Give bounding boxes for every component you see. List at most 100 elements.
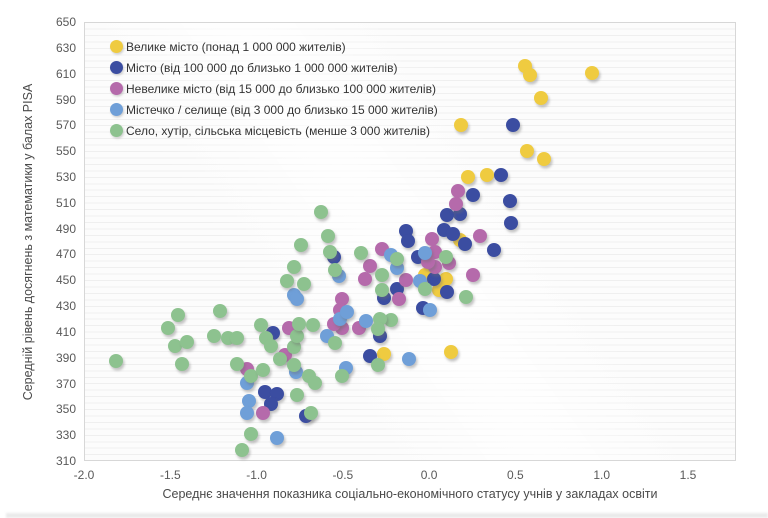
data-point-city	[493, 168, 508, 183]
data-point-village	[235, 443, 249, 458]
data-point-village	[171, 307, 186, 322]
data-point-city	[400, 234, 415, 249]
y-tick-label: 510	[55, 195, 76, 210]
data-point-town	[240, 405, 255, 420]
data-point-village	[286, 340, 301, 355]
data-point-village	[273, 351, 287, 366]
data-point-city	[426, 271, 441, 286]
data-point-village	[307, 376, 322, 391]
data-point-town	[241, 394, 256, 409]
data-point-village	[305, 318, 320, 333]
y-tick-label: 370	[55, 376, 76, 391]
data-point-village	[292, 316, 306, 331]
y-tick-label: 330	[55, 428, 76, 443]
data-point-village	[314, 204, 329, 219]
legend-swatch-icon	[110, 103, 123, 116]
data-point-village	[290, 387, 305, 402]
data-point-village	[255, 363, 270, 378]
data-point-small-city	[424, 231, 439, 246]
legend-item-town: Містечко / селище (від 3 000 до близько …	[110, 99, 438, 120]
data-point-big-city	[438, 271, 453, 286]
y-tick-label: 550	[55, 144, 76, 159]
data-point-village	[371, 358, 386, 373]
data-point-city	[504, 216, 519, 231]
y-tick-label: 590	[55, 92, 76, 107]
data-point-village	[179, 334, 194, 349]
data-point-village	[229, 331, 244, 345]
data-point-town	[402, 351, 417, 366]
data-point-village	[335, 368, 350, 383]
y-tick-label: 570	[55, 118, 76, 133]
data-point-big-city	[376, 346, 391, 361]
data-point-village	[293, 238, 308, 253]
data-point-town	[269, 430, 284, 445]
data-point-small-city	[450, 183, 465, 198]
x-tick-label: -2.0	[73, 468, 95, 482]
data-point-village	[243, 426, 258, 441]
data-point-village	[174, 356, 189, 371]
data-point-village	[160, 320, 175, 335]
data-point-big-city	[454, 118, 469, 132]
data-point-big-city	[480, 168, 495, 183]
x-tick-label: -1.0	[246, 468, 267, 482]
data-point-village	[264, 338, 279, 353]
data-point-city	[506, 118, 520, 132]
data-point-small-city	[473, 229, 488, 243]
data-point-city	[257, 385, 272, 400]
data-point-village	[383, 313, 398, 327]
data-point-village	[328, 336, 343, 351]
x-axis-title: Середнє значення показника соціально-еко…	[162, 487, 658, 501]
data-point-small-city	[357, 271, 372, 286]
data-point-village	[354, 245, 369, 260]
x-tick-label: 0.5	[507, 468, 524, 482]
y-tick-label: 650	[55, 15, 76, 29]
data-point-city	[440, 284, 455, 299]
legend: Велике місто (понад 1 000 000 жителів) Мі…	[110, 36, 438, 141]
data-point-village	[328, 262, 343, 277]
data-point-village	[374, 283, 389, 298]
y-tick-label: 490	[55, 221, 76, 236]
data-point-village	[279, 274, 294, 289]
data-point-town	[290, 292, 305, 307]
data-point-city	[487, 243, 501, 258]
data-point-big-city	[461, 169, 476, 184]
data-point-small-city	[449, 196, 463, 211]
legend-swatch-icon	[110, 61, 123, 74]
data-point-village	[290, 328, 305, 343]
data-point-village	[297, 276, 312, 291]
cropped-content-strip	[6, 513, 768, 518]
y-tick-label: 630	[55, 40, 76, 55]
y-tick-label: 530	[55, 169, 76, 184]
data-point-town	[423, 302, 438, 317]
legend-label: Велике місто (понад 1 000 000 жителів)	[126, 39, 346, 54]
y-axis-title: Середній рівень досягнень з математики у…	[21, 83, 35, 401]
data-point-big-city	[537, 151, 551, 166]
data-point-city	[445, 226, 460, 241]
data-point-big-city	[523, 67, 538, 82]
x-tick-label: 1.5	[679, 468, 697, 482]
data-point-big-city	[443, 345, 458, 360]
y-tick-label: 610	[55, 66, 76, 81]
data-point-village	[304, 405, 319, 420]
data-point-village	[243, 368, 258, 383]
data-point-village	[323, 244, 338, 259]
data-point-village	[459, 289, 474, 304]
legend-label: Містечко / селище (від 3 000 до близько …	[126, 102, 438, 117]
data-point-small-city	[362, 258, 377, 273]
data-point-town	[340, 305, 355, 320]
legend-label: Невелике місто (від 15 000 до близько 10…	[126, 81, 436, 96]
data-point-village	[212, 303, 227, 318]
data-point-small-city	[399, 272, 413, 287]
y-tick-label: 310	[55, 454, 76, 468]
data-point-big-city	[585, 66, 600, 81]
y-tick-label: 410	[55, 324, 76, 339]
data-point-village	[438, 249, 453, 264]
data-point-village	[207, 328, 222, 343]
data-point-village	[286, 260, 301, 274]
x-tick-label: -1.5	[159, 468, 181, 482]
data-point-town	[418, 245, 432, 260]
data-point-village	[254, 318, 268, 333]
x-tick-label: 1.0	[593, 468, 611, 482]
data-point-village	[167, 338, 182, 353]
